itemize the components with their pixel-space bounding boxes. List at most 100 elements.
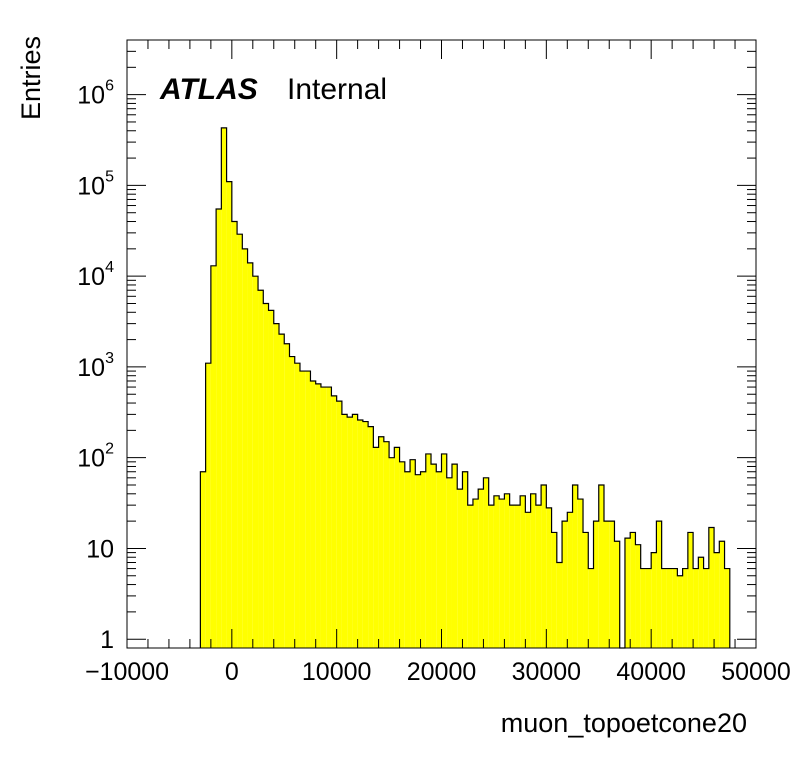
histogram-bar [310,380,316,648]
histogram-bar [305,371,311,648]
histogram-bar [425,453,432,648]
histogram-bar [341,414,348,648]
histogram-bar [567,512,573,648]
internal-label: Internal [287,73,387,106]
histogram-bar [362,421,369,648]
histogram-bar [614,541,620,648]
x-axis-title: muon_topoetcone20 [501,708,747,738]
histogram-bar [237,234,243,648]
histogram-bar [708,527,715,648]
y-tick-exponent: 3 [105,350,114,367]
histogram-bar [210,265,217,648]
histogram-bar [530,493,536,648]
histogram-bar [462,471,468,648]
x-tick-label: 20000 [407,658,477,686]
histogram-bar [551,532,557,648]
histogram-bar [651,552,657,648]
y-tick-label: 102 [77,441,114,473]
histogram-bar [635,544,641,648]
histogram-bar [320,387,327,648]
x-tick-labels: −10000 0 10000 20000 30000 40000 50000 [85,658,791,686]
histogram-bar [467,505,473,648]
y-tick-exponent: 4 [105,259,114,276]
histogram-bar [682,568,688,648]
histogram-bar [352,414,358,648]
histogram-bar [598,485,604,648]
histogram-bar [441,453,447,648]
histogram-bar [509,505,515,648]
histogram-bars [199,127,731,649]
histogram-bar [609,521,615,648]
histogram-bar [593,521,599,648]
histogram-bar [368,426,374,648]
histogram-bar [693,568,699,648]
histogram-bar [656,521,662,648]
histogram-bar [383,441,390,648]
histogram-bar [640,568,646,648]
y-tick-exponent: 2 [105,441,114,458]
axis-ticks [126,39,757,648]
histogram-bar [216,208,222,648]
y-axis-title: Entries [16,36,46,120]
histogram-bar [279,334,285,648]
histogram-bar [289,356,295,648]
histogram-bar [315,383,321,648]
histogram-bar [263,303,269,648]
histogram-bar [200,471,206,648]
histogram-bar [389,457,395,648]
histogram-bar [436,471,442,648]
histogram-bar [719,541,725,648]
histogram-bar [562,521,568,648]
histogram-bar [294,363,300,648]
histogram-bar [572,485,578,648]
histogram-bar [357,420,363,648]
histogram-bar [347,417,353,648]
histogram-bar [472,499,479,648]
histogram-bar [724,568,730,648]
histogram-bar [525,512,531,648]
histogram-bar [546,507,552,648]
histogram-bar [336,401,342,648]
histogram-bar [556,562,563,648]
histogram-bar [672,568,678,648]
histogram-bar [247,262,253,648]
histogram-bar [703,568,709,648]
histogram-bar [378,436,384,648]
atlas-label: ATLAS [159,73,258,106]
histogram-bar [645,568,652,648]
y-tick-label: 104 [77,259,114,291]
histogram-bar [268,310,274,648]
histogram-bar [446,477,452,648]
histogram-bar [451,464,458,648]
histogram-bar [231,221,238,648]
histogram-bar [242,248,248,649]
histogram-bar [624,538,631,648]
histogram-bar [394,447,400,648]
histogram-bar [535,505,542,648]
histogram-bar [258,290,264,648]
histogram-bar [478,489,484,648]
histogram-bar [488,505,494,648]
y-tick-labels: 1 10 102 103 104 105 106 [77,78,114,655]
y-tick-label: 1 [100,626,114,654]
x-tick-label: 40000 [616,658,686,686]
histogram-bar [205,363,211,648]
histogram-bar [399,461,405,648]
histogram-bar [404,471,411,648]
histogram-bar [273,323,280,648]
histogram-bar [221,127,227,648]
x-tick-label: 50000 [721,658,791,686]
histogram-bar [583,532,589,648]
histogram-bar [299,371,306,648]
histogram-bar [514,505,521,648]
histogram-bar [373,447,379,648]
histogram-bar [666,568,673,648]
y-tick-label: 103 [77,350,114,382]
histogram-bar [504,493,510,648]
histogram-bar [499,499,505,648]
histogram-bar [698,557,704,648]
histogram-bar [415,474,421,648]
histogram-outline [199,127,731,649]
y-tick-label: 105 [77,168,114,200]
